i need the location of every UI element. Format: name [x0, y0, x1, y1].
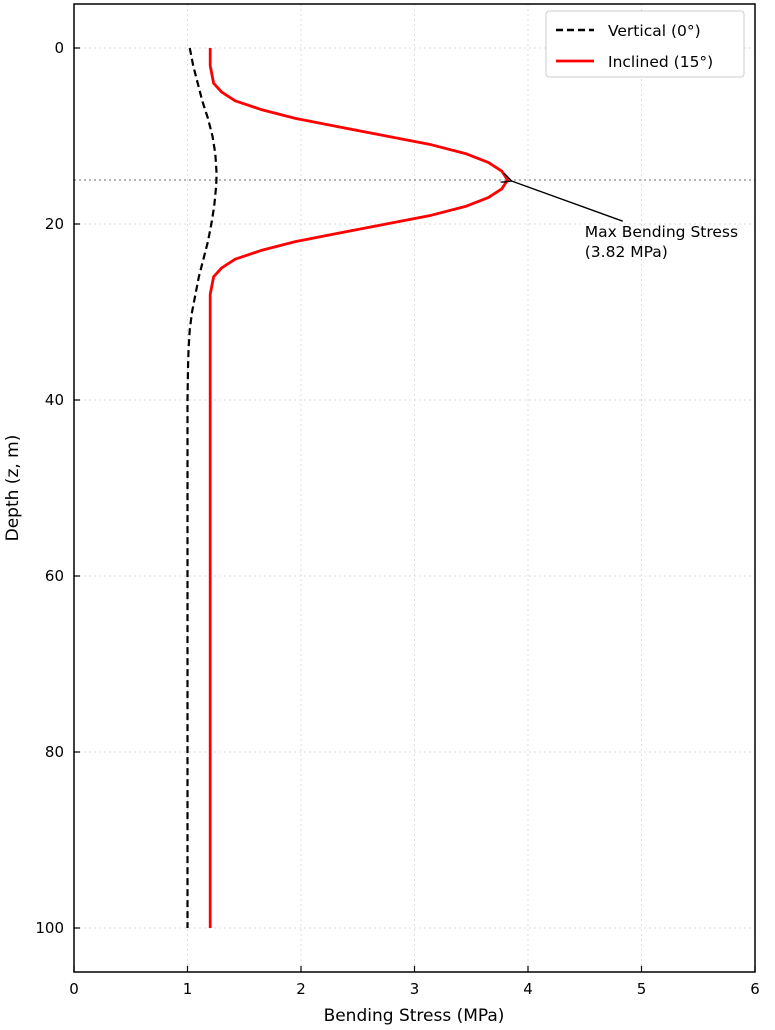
legend-label-vertical: Vertical (0°) — [608, 22, 701, 40]
x-tick-label: 6 — [750, 980, 760, 998]
y-tick-label: 80 — [45, 743, 64, 761]
y-tick-label: 40 — [45, 391, 64, 409]
y-tick-label: 0 — [54, 39, 64, 57]
y-tick-label: 100 — [35, 919, 64, 937]
x-tick-label: 1 — [183, 980, 193, 998]
legend: Vertical (0°) Inclined (15°) — [545, 10, 745, 78]
legend-label-inclined: Inclined (15°) — [608, 53, 713, 71]
x-tick-label: 0 — [69, 980, 79, 998]
plot-frame — [73, 3, 756, 973]
series-line-inclined — [208, 48, 509, 928]
x-tick-label: 2 — [296, 980, 306, 998]
y-tick-label: 20 — [45, 215, 64, 233]
annotation-arrow — [512, 181, 623, 222]
annotation-text: Max Bending Stress (3.82 MPa) — [585, 223, 743, 261]
grid-lines — [73, 4, 756, 972]
annotation-line-1: Max Bending Stress — [585, 223, 738, 241]
y-axis-label: Depth (z, m) — [3, 435, 23, 542]
annotation-layer: Max Bending Stress (3.82 MPa) — [512, 181, 743, 261]
series-layer — [186, 47, 509, 928]
x-axis-label: Bending Stress (MPa) — [324, 1006, 505, 1026]
x-tick-label: 4 — [523, 980, 533, 998]
x-tick-label: 5 — [637, 980, 647, 998]
x-tick-label: 3 — [410, 980, 420, 998]
y-tick-label: 60 — [45, 567, 64, 585]
series-line-vertical — [186, 47, 218, 928]
legend-box — [545, 10, 745, 78]
annotation-line-2: (3.82 MPa) — [585, 243, 668, 261]
